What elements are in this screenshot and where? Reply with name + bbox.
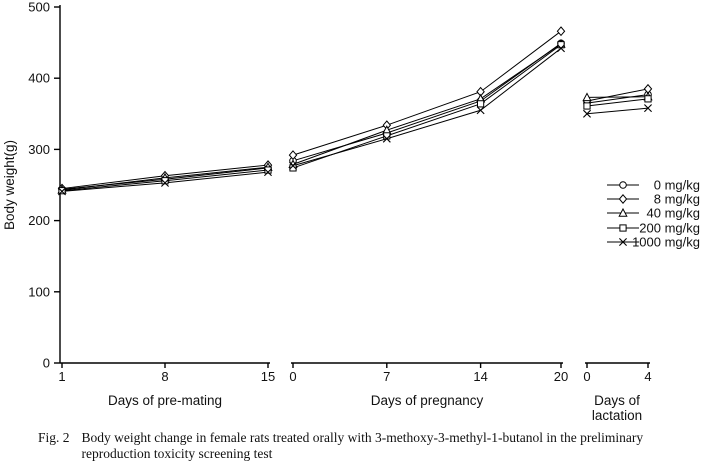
svg-text:0: 0 <box>289 369 296 384</box>
figure-caption-text: Body weight change in female rats treate… <box>82 430 644 463</box>
series-200-mg-kg <box>61 44 649 192</box>
x-axis-segment-0: 1 8 15 Days of pre-mating <box>58 362 275 408</box>
svg-text:20: 20 <box>554 369 568 384</box>
svg-text:500: 500 <box>28 0 50 15</box>
svg-text:200 mg/kg: 200 mg/kg <box>639 221 700 236</box>
y-axis-label: Body weight(g) <box>2 140 17 230</box>
svg-text:0 mg/kg: 0 mg/kg <box>654 178 700 193</box>
figure-caption: Fig. 2 Body weight change in female rats… <box>38 430 698 463</box>
svg-text:400: 400 <box>28 71 50 86</box>
series-markers <box>57 26 653 196</box>
body-weight-chart: 0 100 200 300 400 500 Body weight(g) 1 8 15 Days o… <box>2 0 700 423</box>
svg-text:4: 4 <box>644 369 651 384</box>
series-40-mg-kg <box>61 43 649 191</box>
series-1000-mg-kg <box>61 47 649 192</box>
svg-text:0: 0 <box>583 369 590 384</box>
figure-caption-label: Fig. 2 <box>38 430 70 445</box>
svg-text:Days of pregnancy: Days of pregnancy <box>371 393 484 408</box>
svg-text:1000 mg/kg: 1000 mg/kg <box>632 235 700 250</box>
y-axis: 0 100 200 300 400 500 <box>28 0 61 371</box>
svg-text:7: 7 <box>383 369 390 384</box>
svg-text:14: 14 <box>473 369 487 384</box>
svg-text:200: 200 <box>28 213 50 228</box>
svg-text:lactation: lactation <box>592 408 642 423</box>
svg-text:0: 0 <box>43 356 50 371</box>
svg-text:100: 100 <box>28 284 50 299</box>
svg-text:40 mg/kg: 40 mg/kg <box>647 206 700 221</box>
svg-text:1: 1 <box>58 369 65 384</box>
svg-text:15: 15 <box>261 369 275 384</box>
series-0-mg-kg <box>61 42 649 190</box>
legend-item-1000-mg-kg: 1000 mg/kg <box>607 235 700 250</box>
legend-item-40-mg-kg: 40 mg/kg <box>607 206 700 221</box>
legend-item-0-mg-kg: 0 mg/kg <box>607 178 700 193</box>
svg-text:Days of: Days of <box>594 393 640 408</box>
series-8-mg-kg <box>61 30 649 190</box>
legend-item-8-mg-kg: 8 mg/kg <box>607 192 700 207</box>
x-axis-segment-1: 0 7 14 20 Days of pregnancy <box>289 362 568 408</box>
figure-caption-line2: reproduction toxicity screening test <box>81 446 273 462</box>
legend-item-200-mg-kg: 200 mg/kg <box>607 221 700 236</box>
svg-text:300: 300 <box>28 142 50 157</box>
svg-text:Days of pre-mating: Days of pre-mating <box>108 393 222 408</box>
svg-text:Body weight(g): Body weight(g) <box>2 140 17 230</box>
figure-caption-line1: Body weight change in female rats treate… <box>81 430 644 445</box>
svg-text:8 mg/kg: 8 mg/kg <box>654 192 700 207</box>
svg-text:8: 8 <box>161 369 168 384</box>
